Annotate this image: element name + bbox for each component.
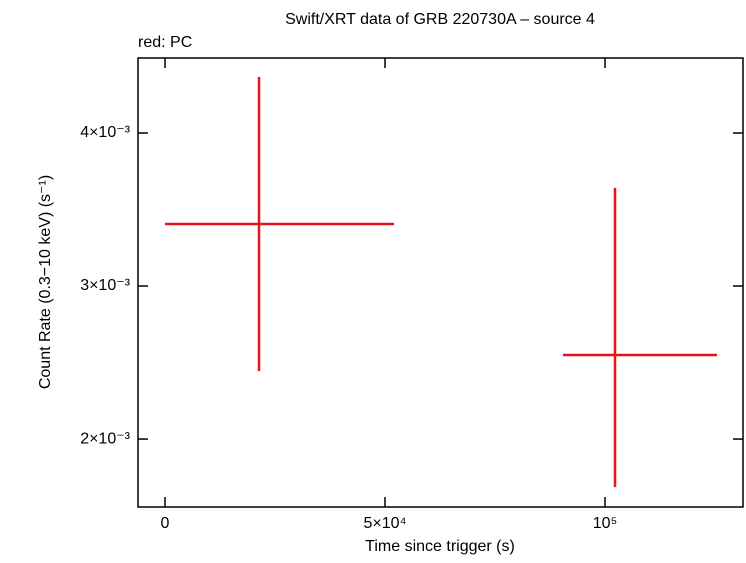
x-axis-label: Time since trigger (s) xyxy=(365,538,515,555)
chart-subtitle: red: PC xyxy=(138,34,192,51)
x-tick-label: 5×10⁴ xyxy=(364,515,407,532)
y-tick-label: 2×10⁻³ xyxy=(80,430,130,447)
plot-frame xyxy=(137,57,744,508)
x-tick-label: 0 xyxy=(161,515,170,532)
x-tick-label: 10⁵ xyxy=(593,515,617,532)
chart-title: Swift/XRT data of GRB 220730A – source 4 xyxy=(285,11,595,28)
y-axis-label: Count Rate (0.3−10 keV) (s⁻¹) xyxy=(37,175,54,389)
y-tick-label: 3×10⁻³ xyxy=(80,277,130,294)
y-tick-label: 4×10⁻³ xyxy=(80,124,130,141)
